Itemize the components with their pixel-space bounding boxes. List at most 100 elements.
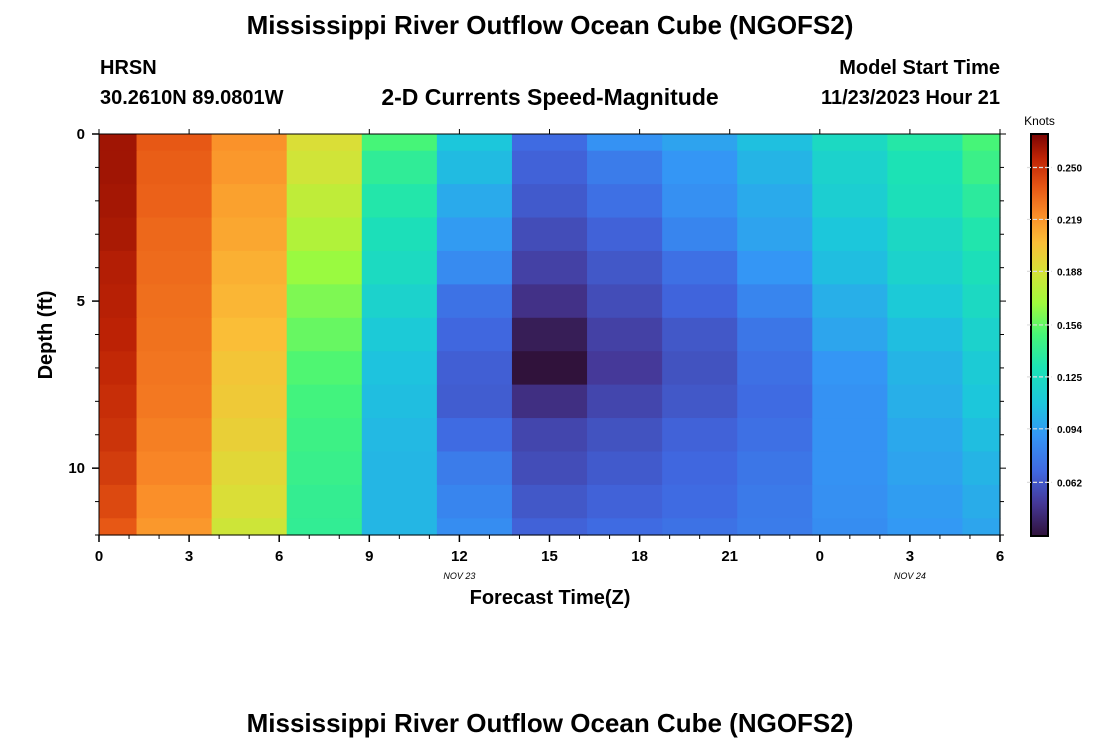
station-coordinates: 30.2610N 89.0801W <box>100 87 284 109</box>
heatmap-cell <box>286 484 363 519</box>
heatmap-cell <box>136 217 213 252</box>
heatmap-cell <box>136 384 213 419</box>
heatmap-cell <box>136 418 213 453</box>
heatmap-cell <box>511 351 588 386</box>
heatmap-cell <box>737 217 813 252</box>
heatmap-cell <box>962 150 1001 185</box>
heatmap-cell <box>887 134 964 152</box>
heatmap-cell <box>361 418 438 453</box>
heatmap-cell <box>99 284 138 319</box>
heatmap-cell <box>361 150 438 185</box>
heatmap-cell <box>887 317 964 352</box>
heatmap-cell <box>361 317 438 352</box>
heatmap-cell <box>962 250 1001 285</box>
heatmap-cell <box>812 184 888 219</box>
heatmap-cell <box>99 184 138 219</box>
heatmap-cell <box>211 134 288 152</box>
heatmap-cell <box>962 384 1001 419</box>
heatmap-cell <box>211 484 288 519</box>
heatmap-cell <box>887 384 964 419</box>
heatmap-cell <box>887 150 964 185</box>
heatmap-cell <box>812 418 888 453</box>
y-tick-label: 10 <box>68 460 85 477</box>
heatmap-cell <box>511 217 588 252</box>
heatmap-cell <box>136 484 213 519</box>
x-tick-label: 6 <box>275 548 283 565</box>
heatmap-cell <box>511 150 588 185</box>
heatmap-cell <box>737 134 813 152</box>
heatmap-cell <box>887 418 964 453</box>
heatmap-cell <box>436 451 513 486</box>
heatmap-cell <box>962 317 1001 352</box>
y-tick-label: 5 <box>77 293 85 310</box>
heatmap-cell <box>737 484 813 519</box>
heatmap-cell <box>361 250 438 285</box>
heatmap-cell <box>436 250 513 285</box>
x-tick-label: 6 <box>996 548 1004 565</box>
heatmap-cell <box>587 250 663 285</box>
heatmap-cell <box>887 351 964 386</box>
heatmap-cell <box>99 451 138 486</box>
heatmap-cell <box>887 451 964 486</box>
heatmap-cell <box>587 134 663 152</box>
heatmap-cell <box>737 518 813 536</box>
heatmap-cell <box>511 418 588 453</box>
heatmap-cell <box>436 184 513 219</box>
heatmap-cell <box>286 451 363 486</box>
heatmap-cell <box>737 384 813 419</box>
heatmap-cell <box>99 351 138 386</box>
heatmap-cell <box>812 384 888 419</box>
heatmap-cell <box>887 217 964 252</box>
colorbar-label: Knots <box>1024 114 1055 128</box>
heatmap-cell <box>737 451 813 486</box>
heatmap-cell <box>662 518 738 536</box>
heatmap-cell <box>812 134 888 152</box>
x-tick-label: 18 <box>631 548 648 565</box>
heatmap-cell <box>587 184 663 219</box>
heatmap-cell <box>812 250 888 285</box>
heatmap-cell <box>136 284 213 319</box>
x-tick-label: 15 <box>541 548 558 565</box>
heatmap-cell <box>211 384 288 419</box>
heatmap-cell <box>436 384 513 419</box>
heatmap-cell <box>286 150 363 185</box>
heatmap-cell <box>962 451 1001 486</box>
heatmap-cell <box>662 351 738 386</box>
heatmap-cell <box>962 184 1001 219</box>
model-start-value: 11/23/2023 Hour 21 <box>820 87 1000 109</box>
heatmap-cell <box>962 418 1001 453</box>
heatmap-cell <box>587 484 663 519</box>
heatmap-cell <box>99 518 138 536</box>
heatmap-cell <box>812 317 888 352</box>
heatmap-cell <box>286 184 363 219</box>
heatmap-cell <box>361 451 438 486</box>
heatmap-cell <box>136 317 213 352</box>
footer-title: Mississippi River Outflow Ocean Cube (NG… <box>246 708 854 738</box>
x-tick-label: 3 <box>185 548 193 565</box>
heatmap-cell <box>812 484 888 519</box>
heatmap-cell <box>436 284 513 319</box>
date-label: NOV 24 <box>894 571 926 581</box>
heatmap-cell <box>737 184 813 219</box>
heatmap-cell <box>962 351 1001 386</box>
heatmap-cell <box>662 284 738 319</box>
heatmap-cell <box>136 184 213 219</box>
heatmap-cell <box>286 384 363 419</box>
heatmap-cell <box>887 284 964 319</box>
heatmap-cell <box>361 184 438 219</box>
heatmap-cell <box>436 150 513 185</box>
date-label: NOV 23 <box>443 571 475 581</box>
heatmap-cell <box>962 518 1001 536</box>
heatmap-cell <box>436 217 513 252</box>
heatmap-cell <box>587 284 663 319</box>
heatmap-cell <box>99 317 138 352</box>
colorbar-gradient <box>1030 133 1049 537</box>
heatmap-cell <box>211 518 288 536</box>
y-axis-label: Depth (ft) <box>35 291 57 380</box>
x-axis-label: Forecast Time(Z) <box>470 587 631 609</box>
heatmap-cell <box>587 317 663 352</box>
heatmap-cells <box>99 134 1001 536</box>
heatmap-cell <box>662 384 738 419</box>
heatmap-cell <box>511 184 588 219</box>
heatmap-cell <box>436 484 513 519</box>
